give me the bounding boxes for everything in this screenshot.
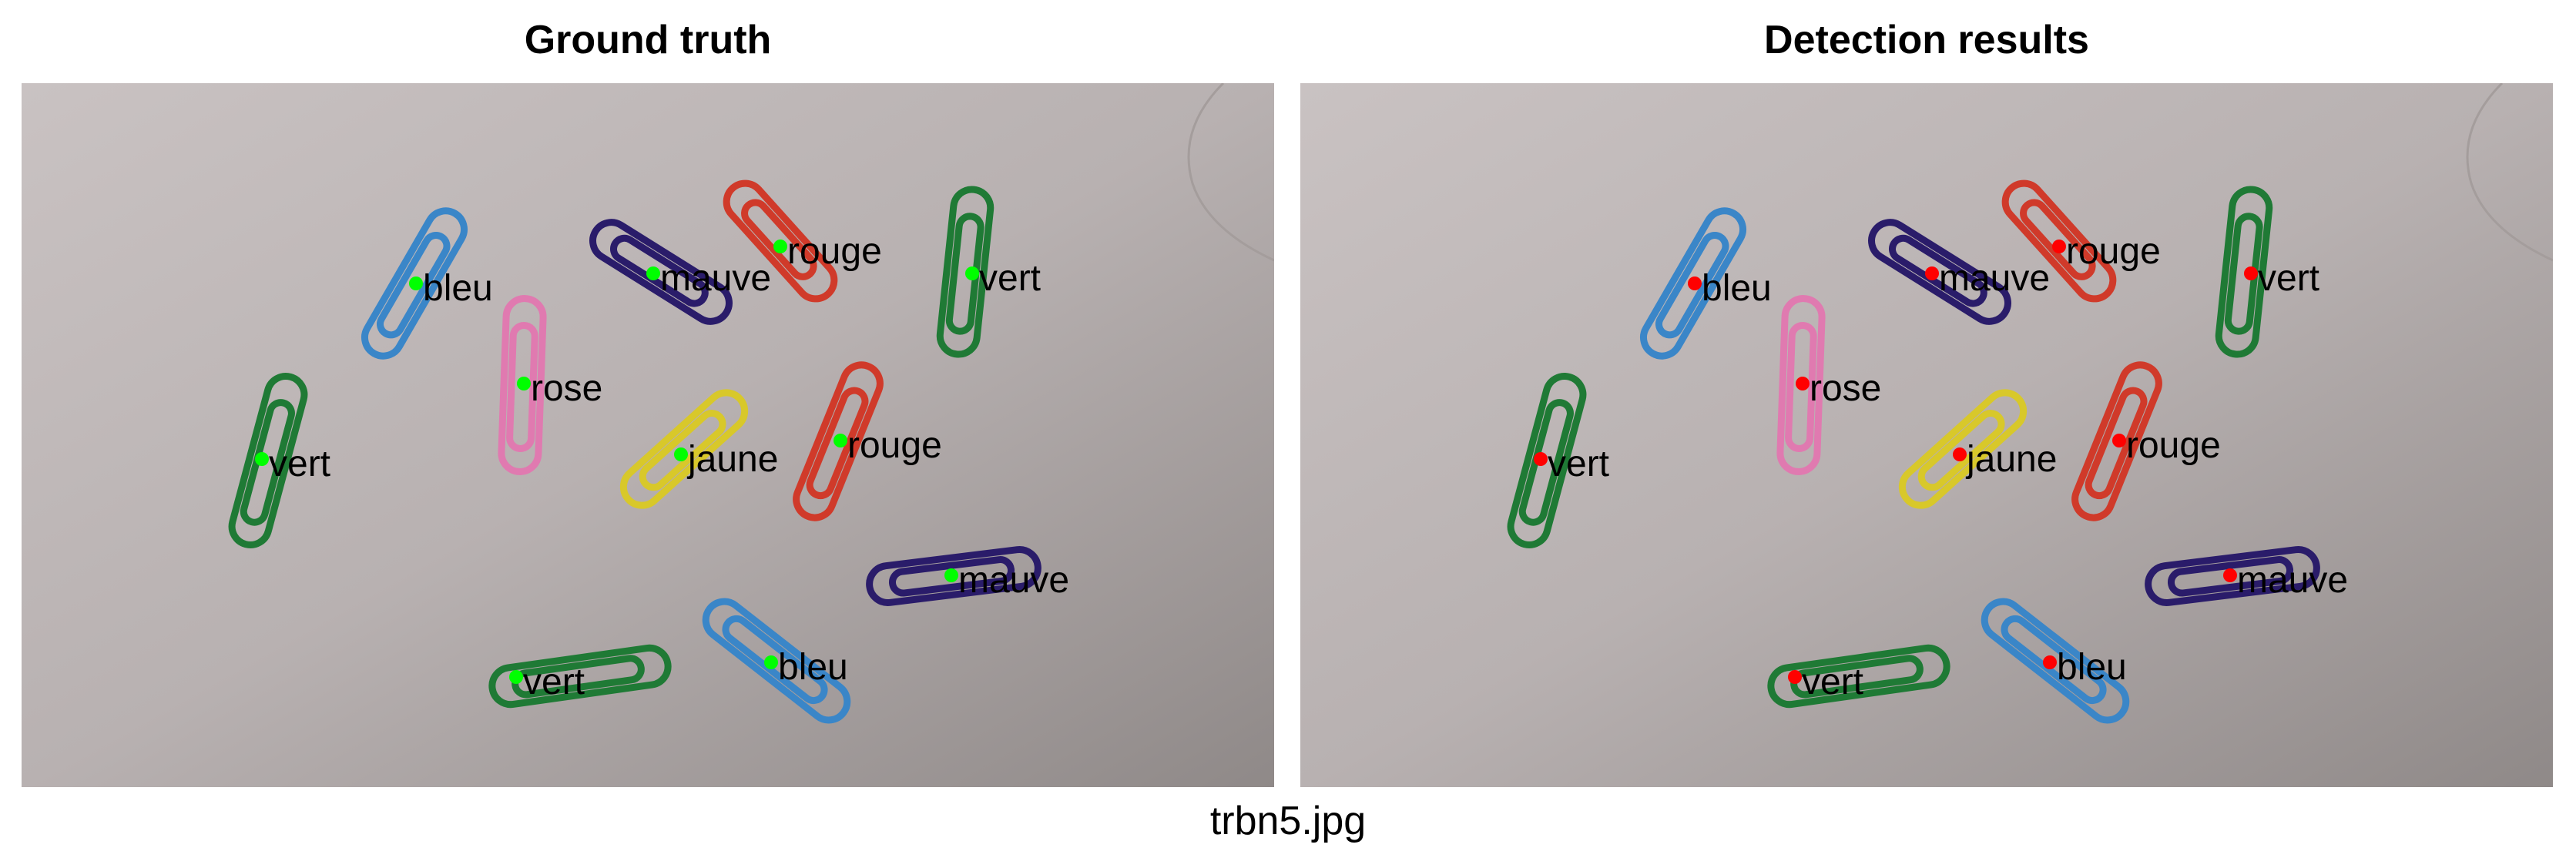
marker-rose — [1796, 377, 1810, 390]
marker-vert — [509, 670, 523, 684]
paperclip-jaune — [619, 389, 749, 509]
marker-bleu — [1688, 276, 1702, 290]
paperclip-rouge — [2001, 179, 2117, 303]
paperclip-jaune — [1898, 389, 2028, 509]
label-rouge: rouge — [847, 425, 942, 466]
paperclip-mauve — [866, 546, 1041, 606]
marker-rouge — [773, 240, 787, 253]
marker-vert — [1788, 670, 1802, 684]
marker-rose — [517, 377, 531, 390]
detection-results-photo: bleu mauve rouge vert rose vert jaune rouge mauv… — [1300, 83, 2553, 787]
label-mauve: mauve — [958, 560, 1069, 601]
paperclip-bleu — [361, 207, 468, 360]
label-bleu: bleu — [778, 647, 848, 688]
label-vert: vert — [269, 444, 330, 484]
paperclip-rose — [498, 295, 547, 475]
marker-mauve — [1925, 266, 1939, 280]
panel-title-ground-truth: Ground truth — [524, 18, 772, 62]
label-bleu: bleu — [423, 268, 493, 309]
label-rouge: rouge — [2066, 231, 2161, 272]
paperclip-mauve — [2145, 546, 2320, 606]
paperclip-rouge — [793, 361, 884, 521]
marker-vert — [965, 266, 979, 280]
envelope-edge — [2466, 83, 2553, 262]
marker-bleu — [2043, 655, 2057, 669]
label-mauve: mauve — [2237, 560, 2348, 601]
paperclip-vert — [1767, 644, 1950, 709]
marker-vert — [1534, 452, 1548, 466]
image-filename: trbn5.jpg — [1209, 799, 1367, 843]
marker-mauve — [646, 266, 660, 280]
paper-background — [1300, 83, 2553, 787]
label-bleu: bleu — [1702, 268, 1772, 309]
panel-title-detection-results: Detection results — [1764, 18, 2089, 62]
envelope-edge — [1187, 83, 1274, 262]
marker-mauve — [2223, 568, 2237, 582]
marker-bleu — [409, 276, 423, 290]
ground-truth-photo: bleu mauve rouge vert rose vert jaune rouge mauv… — [22, 83, 1274, 787]
paper-background — [22, 83, 1274, 787]
label-vert: vert — [1802, 662, 1863, 702]
label-rose: rose — [531, 368, 602, 409]
label-mauve: mauve — [660, 258, 771, 299]
marker-rouge — [2112, 434, 2126, 447]
marker-rouge — [2052, 240, 2066, 253]
label-vert: vert — [979, 258, 1041, 299]
label-vert: vert — [2258, 258, 2319, 299]
marker-vert — [2244, 266, 2258, 280]
marker-bleu — [764, 655, 778, 669]
marker-jaune — [1953, 447, 1967, 461]
label-vert: vert — [523, 662, 585, 702]
label-mauve: mauve — [1939, 258, 2050, 299]
marker-jaune — [674, 447, 688, 461]
marker-rouge — [834, 434, 847, 447]
marker-mauve — [944, 568, 958, 582]
paperclip-rouge — [723, 179, 838, 303]
label-rouge: rouge — [787, 231, 882, 272]
label-jaune: jaune — [686, 439, 778, 480]
paperclip-rouge — [2071, 361, 2162, 521]
label-vert: vert — [1548, 444, 1609, 484]
label-rose: rose — [1810, 368, 1881, 409]
label-jaune: jaune — [1965, 439, 2057, 480]
label-bleu: bleu — [2057, 647, 2127, 688]
paperclip-vert — [488, 644, 672, 709]
label-rouge: rouge — [2126, 425, 2221, 466]
paperclip-bleu — [1640, 207, 1746, 360]
paperclip-rose — [1776, 295, 1826, 475]
marker-vert — [255, 452, 269, 466]
